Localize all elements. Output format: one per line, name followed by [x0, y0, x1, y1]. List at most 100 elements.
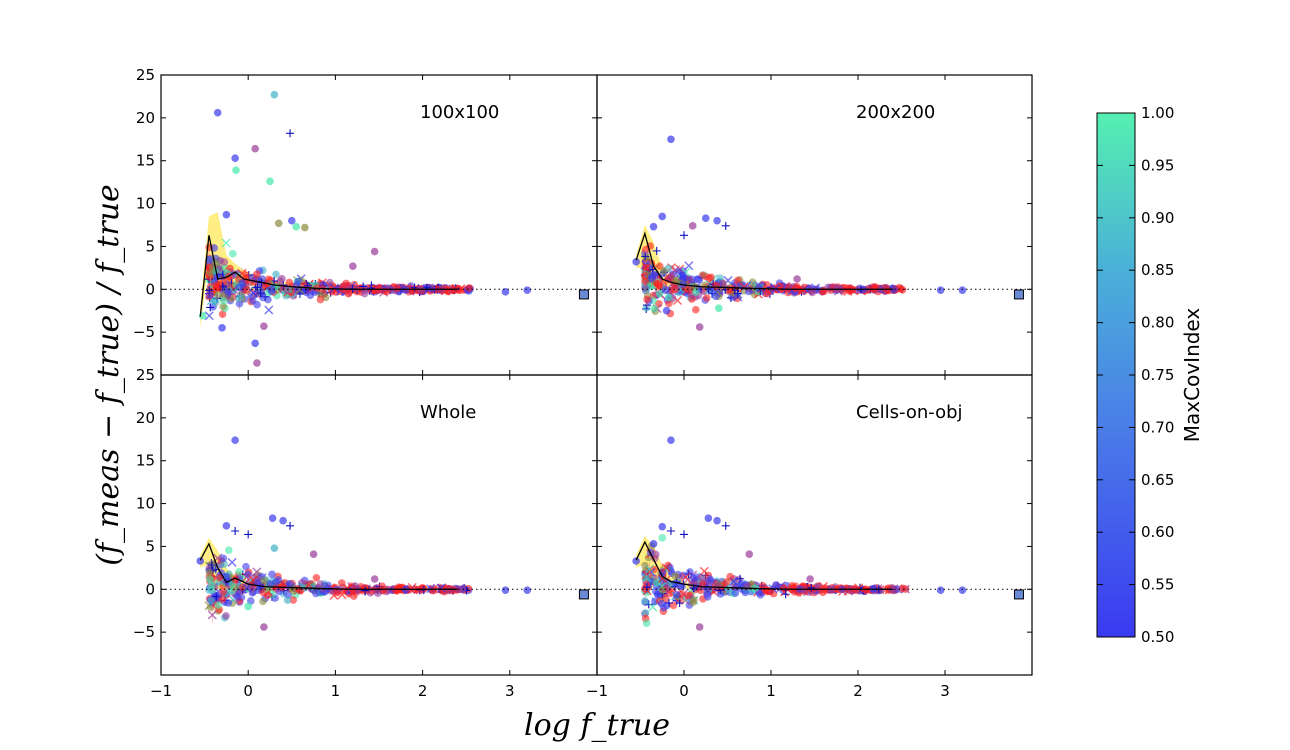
x-marker	[330, 283, 340, 293]
x-marker	[204, 311, 214, 321]
circle-marker	[218, 595, 227, 604]
outlier-marker	[213, 108, 222, 117]
y-tick-label: 15	[136, 452, 155, 470]
outlier-marker	[244, 602, 252, 611]
circle-marker	[206, 290, 214, 299]
x-tick-label: 1	[766, 682, 776, 700]
circle-marker	[707, 273, 715, 282]
circle-marker	[214, 601, 223, 609]
circle-marker	[220, 560, 228, 568]
panel-4-label: Cells-on-obj	[856, 402, 963, 423]
circle-marker	[689, 574, 698, 582]
x-tick-label: 2	[418, 682, 428, 700]
colorbar-tick-label: 0.95	[1141, 156, 1174, 174]
circle-marker	[272, 270, 280, 279]
y-tick-label: −5	[133, 323, 155, 341]
circle-marker	[206, 575, 214, 583]
outlier-marker	[288, 216, 296, 225]
circle-marker	[641, 284, 649, 292]
plus-marker	[207, 561, 216, 570]
outlier-plus-marker	[286, 521, 295, 530]
outlier-marker	[231, 436, 239, 444]
outlier-square-marker	[578, 589, 589, 600]
circle-marker	[283, 286, 291, 295]
circle-marker	[686, 568, 694, 576]
circle-marker	[316, 295, 325, 304]
plus-marker	[807, 583, 816, 592]
x-marker	[227, 557, 237, 567]
x-axis-label: log f_true	[524, 708, 670, 743]
panel-3-plot	[161, 436, 597, 631]
circle-marker	[850, 584, 858, 593]
colorbar-tick-label: 0.65	[1141, 471, 1174, 489]
circle-marker	[225, 546, 233, 555]
outlier-marker	[292, 222, 300, 231]
x-marker	[248, 288, 258, 298]
circle-marker	[374, 589, 382, 598]
colorbar-gradient	[1096, 112, 1136, 638]
panel-1-plot	[161, 90, 597, 367]
median-line	[199, 235, 458, 317]
outlier-marker	[632, 557, 640, 565]
circle-marker	[207, 597, 215, 605]
circle-marker	[205, 568, 214, 577]
plus-marker	[642, 583, 651, 592]
outlier-marker	[251, 339, 259, 348]
panel-2-frame	[596, 74, 1033, 376]
colorbar-tick-label: 0.85	[1141, 261, 1174, 279]
x-marker	[242, 583, 252, 593]
outlier-marker	[649, 222, 658, 231]
outlier-marker	[251, 144, 259, 153]
circle-marker	[698, 579, 707, 588]
circle-marker	[267, 287, 276, 296]
circle-marker	[272, 578, 280, 586]
outlier-plus-marker	[680, 231, 688, 240]
outlier-marker	[649, 540, 658, 548]
y-tick-label: 25	[136, 66, 155, 84]
outlier-marker	[523, 586, 532, 594]
circle-marker	[690, 596, 698, 604]
circle-marker	[775, 282, 784, 290]
circle-marker	[679, 280, 688, 288]
circle-marker	[235, 567, 243, 576]
x-tick-label: 3	[505, 682, 515, 700]
circle-marker	[278, 274, 286, 283]
circle-marker	[805, 583, 814, 592]
y-tick-label: 25	[136, 366, 155, 384]
y-tick-label: 5	[145, 237, 155, 255]
outlier-marker	[658, 522, 667, 531]
circle-marker	[283, 596, 292, 604]
outlier-marker	[218, 324, 226, 332]
outlier-plus-marker	[231, 527, 240, 535]
colorbar-tick-label: 0.80	[1141, 314, 1174, 332]
x-marker	[207, 610, 217, 620]
circle-marker	[722, 578, 731, 586]
circle-marker	[222, 612, 230, 620]
x-tick-label: −1	[150, 682, 172, 700]
outlier-marker	[958, 286, 967, 294]
colorbar-tick-label: 0.70	[1141, 418, 1174, 436]
outlier-marker	[701, 214, 710, 222]
outlier-plus-marker	[286, 129, 295, 138]
circle-marker	[664, 293, 673, 302]
circle-marker	[392, 586, 400, 595]
plus-marker	[256, 289, 265, 298]
circle-marker	[252, 270, 261, 279]
outlier-marker	[713, 216, 721, 225]
circle-marker	[258, 275, 266, 283]
outlier-marker	[695, 323, 704, 331]
circle-marker	[292, 281, 301, 290]
outlier-plus-marker	[680, 530, 688, 539]
outlier-marker	[268, 514, 277, 522]
y-tick-label: 20	[136, 409, 155, 427]
circle-marker	[295, 586, 304, 595]
circle-marker	[667, 286, 676, 295]
plus-marker	[641, 252, 650, 261]
panel-2-plot	[597, 135, 1032, 331]
circle-marker	[642, 253, 650, 262]
circle-marker	[661, 286, 670, 295]
outlier-plus-marker	[666, 527, 675, 535]
circle-marker	[219, 554, 228, 563]
outlier-marker	[958, 586, 967, 594]
